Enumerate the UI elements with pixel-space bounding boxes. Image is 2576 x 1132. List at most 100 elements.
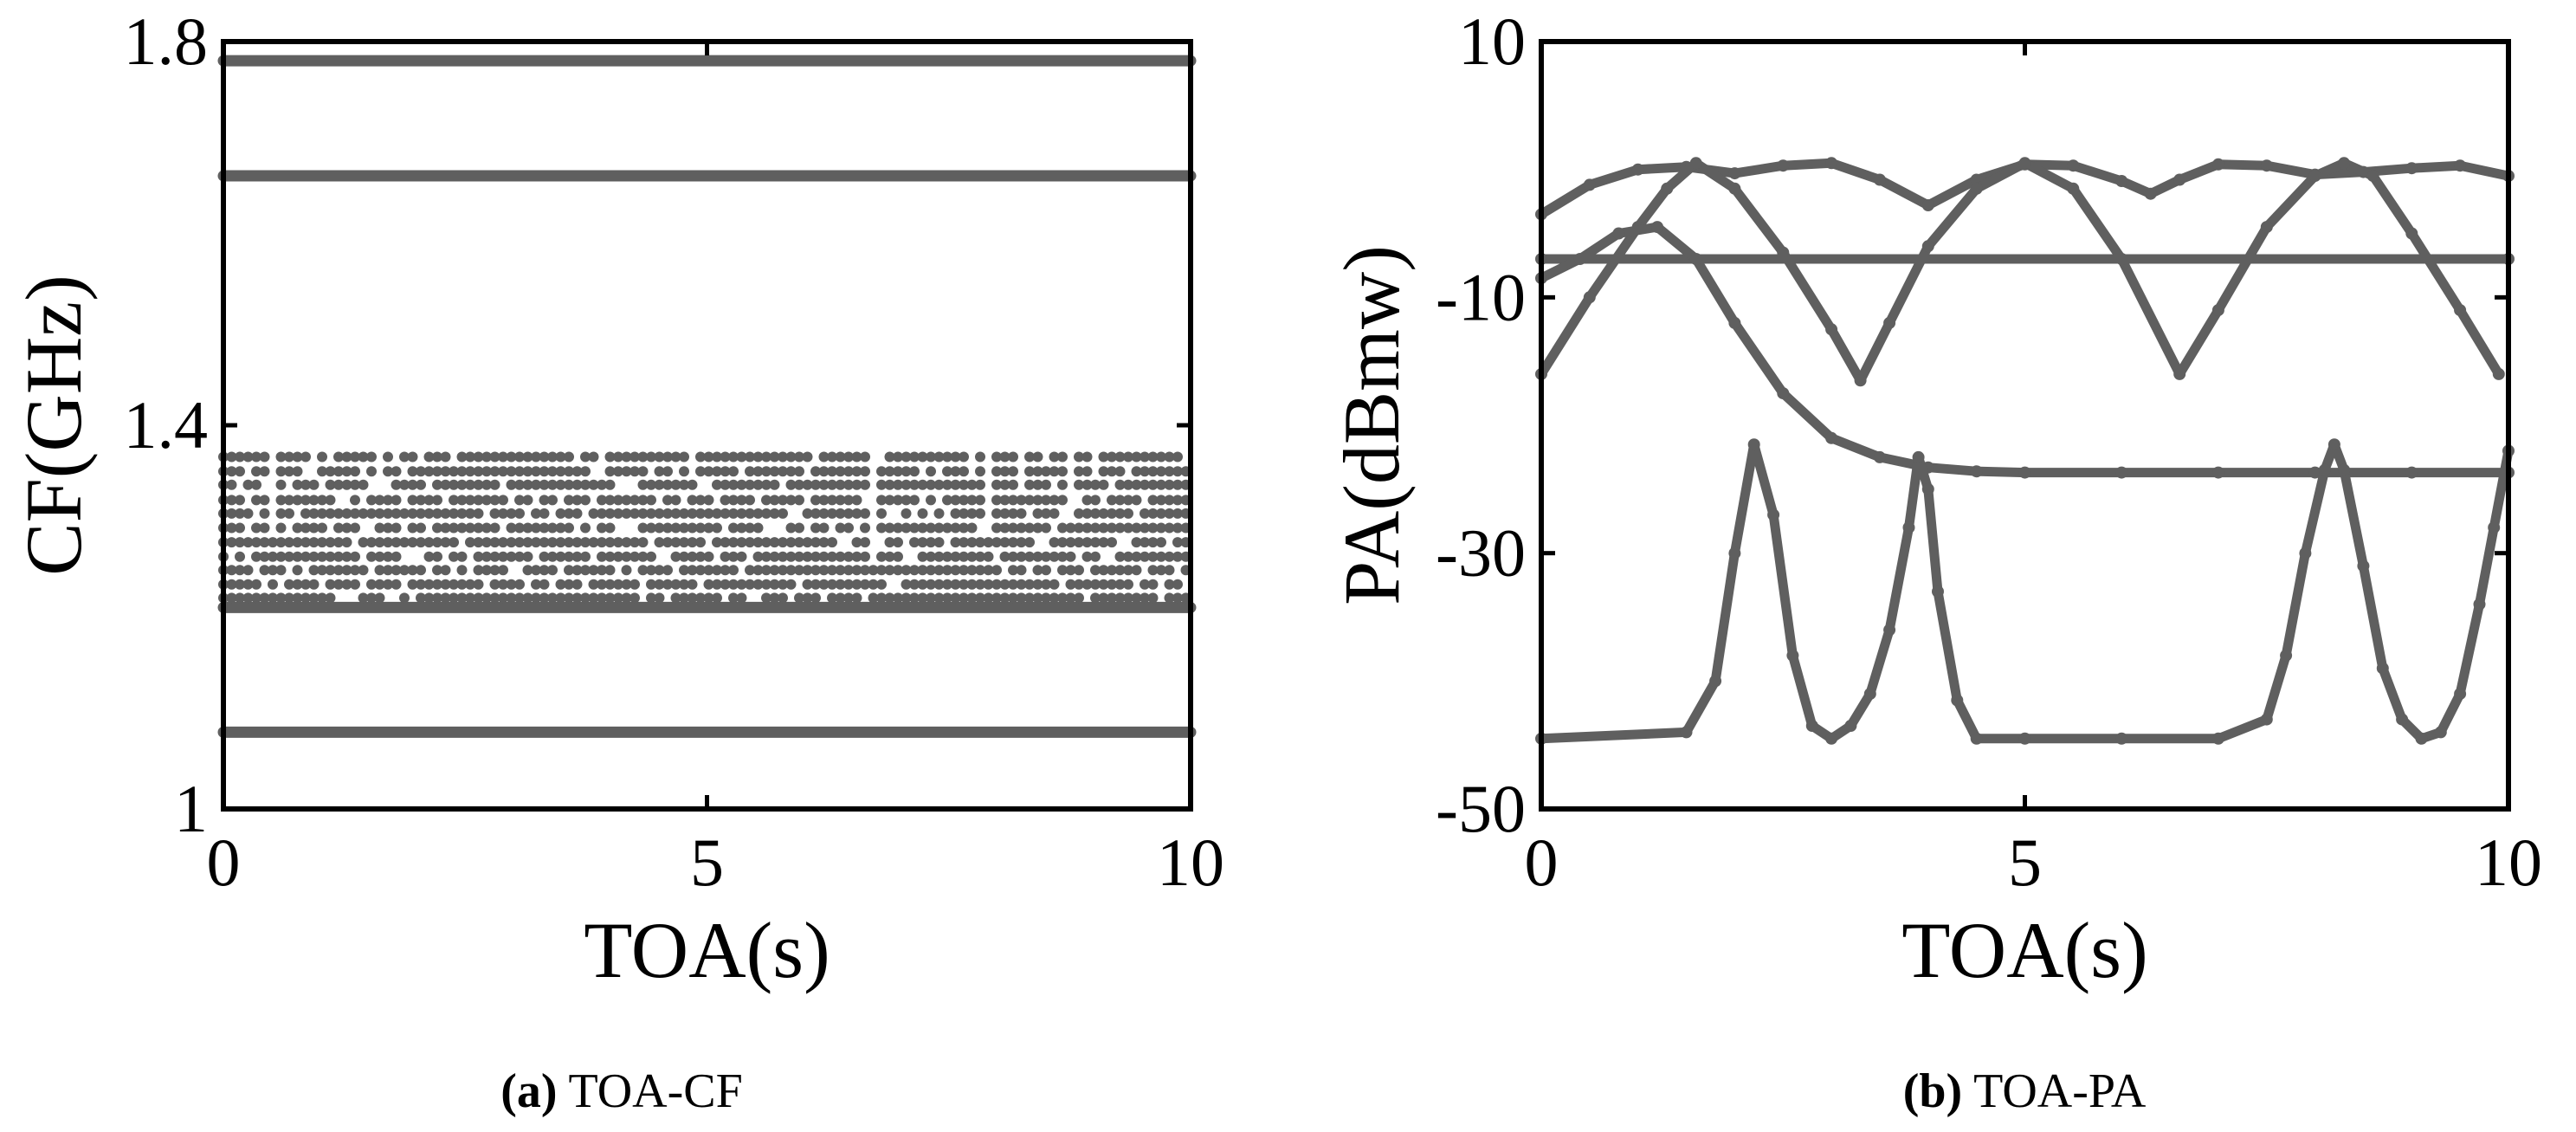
a-data-point bbox=[473, 565, 484, 576]
a-data-point bbox=[242, 537, 254, 548]
a-data-point bbox=[1164, 551, 1175, 562]
a-data-point bbox=[736, 537, 747, 548]
a-data-point bbox=[1147, 551, 1159, 562]
panel-a-toa-cf: 0 5 10 1 1.4 1.8 TOA(s) CF(GHz) (a) TOA-CF bbox=[10, 3, 1224, 1118]
a-data-point bbox=[1147, 565, 1159, 576]
a-data-point bbox=[959, 451, 969, 463]
a-data-point bbox=[901, 522, 912, 534]
a-data-point bbox=[1008, 537, 1018, 548]
a-data-point bbox=[358, 592, 369, 604]
a-data-point bbox=[1016, 592, 1027, 604]
a-data-point bbox=[456, 508, 468, 519]
b-data-point bbox=[1777, 387, 1790, 400]
a-data-point bbox=[703, 451, 714, 463]
a-data-point bbox=[571, 495, 583, 506]
a-data-point bbox=[350, 466, 360, 477]
a-data-point bbox=[959, 537, 969, 548]
a-data-point bbox=[580, 451, 591, 463]
a-data-point bbox=[1156, 537, 1166, 548]
a-axis-ticks bbox=[221, 39, 1193, 812]
a-data-point bbox=[1057, 565, 1068, 576]
a-data-point bbox=[933, 579, 945, 590]
a-data-point bbox=[991, 466, 1002, 477]
a-data-point bbox=[818, 551, 830, 562]
a-data-point bbox=[489, 508, 500, 519]
a-data-point bbox=[1074, 479, 1084, 490]
a-data-point bbox=[465, 537, 475, 548]
a-data-point bbox=[835, 479, 846, 490]
a-data-point bbox=[843, 565, 854, 576]
a-data-point bbox=[391, 508, 402, 519]
a-data-point bbox=[391, 495, 402, 506]
a-data-point bbox=[449, 579, 459, 590]
a-data-point bbox=[917, 565, 928, 576]
a-data-point bbox=[712, 522, 722, 534]
a-data-point bbox=[1098, 592, 1109, 604]
a-data-point bbox=[975, 537, 985, 548]
b-y-tick-labels: -50 -30 -10 10 bbox=[1436, 3, 1526, 846]
a-data-point bbox=[728, 522, 739, 534]
a-data-point bbox=[843, 451, 854, 463]
a-data-point bbox=[926, 451, 936, 463]
a-data-point bbox=[268, 565, 278, 576]
a-data-point bbox=[481, 479, 492, 490]
a-data-point bbox=[604, 466, 616, 477]
a-data-point bbox=[1081, 451, 1093, 463]
b-y-tick-label: -30 bbox=[1436, 515, 1526, 591]
a-data-point bbox=[761, 508, 772, 519]
a-data-point bbox=[712, 579, 722, 590]
a-data-point bbox=[950, 522, 961, 534]
a-data-point bbox=[1156, 551, 1166, 562]
a-data-point bbox=[917, 508, 928, 519]
a-data-point bbox=[391, 565, 402, 576]
a-data-point bbox=[621, 537, 632, 548]
a-data-point bbox=[654, 451, 665, 463]
a-data-point bbox=[654, 522, 665, 534]
b-data-point bbox=[1661, 182, 1674, 195]
a-data-point bbox=[226, 537, 237, 548]
b-y-tick-label: 10 bbox=[1458, 3, 1526, 79]
a-data-point bbox=[275, 479, 287, 490]
b-data-point bbox=[1689, 157, 1702, 170]
a-data-point bbox=[884, 565, 895, 576]
a-data-point bbox=[637, 565, 649, 576]
a-data-point bbox=[226, 522, 237, 534]
a-data-point bbox=[893, 537, 903, 548]
a-data-point bbox=[325, 551, 336, 562]
a-data-point bbox=[432, 451, 442, 463]
a-data-point bbox=[489, 565, 500, 576]
a-data-point bbox=[539, 565, 550, 576]
a-data-point bbox=[662, 451, 673, 463]
b-y-tick-label: -50 bbox=[1436, 771, 1526, 846]
a-data-point bbox=[1114, 479, 1126, 490]
a-data-point bbox=[604, 479, 616, 490]
a-data-point bbox=[1123, 479, 1133, 490]
a-data-point bbox=[621, 451, 632, 463]
b-data-point bbox=[1612, 227, 1625, 240]
a-data-point bbox=[802, 565, 813, 576]
b-data-point bbox=[2115, 175, 2128, 187]
a-data-point bbox=[251, 466, 261, 477]
a-data-point bbox=[966, 479, 978, 490]
b-x-tick-labels: 0 5 10 bbox=[1525, 825, 2543, 900]
a-data-point bbox=[531, 466, 541, 477]
a-data-point bbox=[1123, 495, 1133, 506]
b-data-point bbox=[1728, 547, 1741, 560]
a-data-point bbox=[1074, 537, 1084, 548]
a-data-point bbox=[843, 495, 854, 506]
a-data-point bbox=[432, 508, 442, 519]
a-data-point bbox=[794, 451, 804, 463]
a-data-point bbox=[810, 508, 821, 519]
a-data-point bbox=[613, 495, 623, 506]
a-data-point bbox=[465, 522, 475, 534]
a-data-point bbox=[317, 522, 327, 534]
a-data-point bbox=[950, 537, 961, 548]
a-data-point bbox=[226, 592, 237, 604]
a-data-point bbox=[547, 522, 558, 534]
a-data-point bbox=[991, 579, 1002, 590]
a-data-point bbox=[547, 565, 558, 576]
a-data-point bbox=[1131, 466, 1142, 477]
a-data-point bbox=[621, 495, 632, 506]
a-data-point bbox=[942, 466, 952, 477]
a-data-point bbox=[242, 579, 254, 590]
